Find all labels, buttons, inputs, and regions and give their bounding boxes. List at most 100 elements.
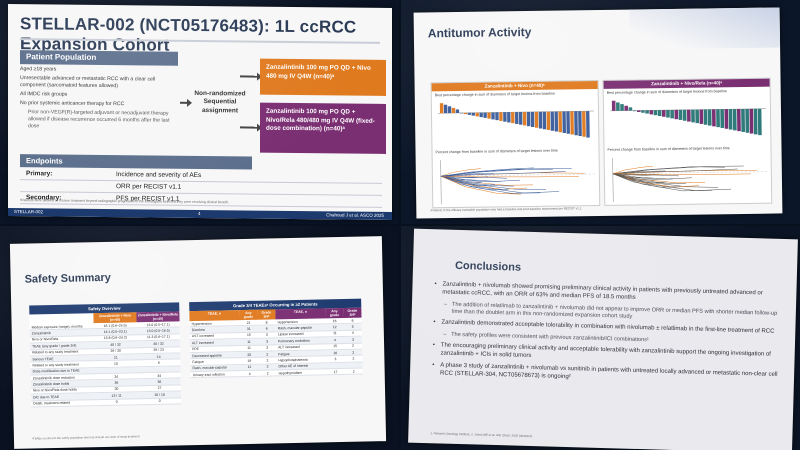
- table-cell: [95, 367, 138, 373]
- spider-line: [440, 167, 534, 177]
- table-cell: 16: [332, 318, 337, 323]
- waterfall-bar: [542, 111, 547, 130]
- spider-line: [612, 165, 653, 175]
- table-cell: 39 / 30: [110, 348, 121, 354]
- table-cell: 15.8 (0.6–24.2): [103, 335, 127, 341]
- spider-line: [440, 175, 528, 190]
- table-cell: 13.0 (0.5–16.5): [146, 328, 170, 334]
- table-cell: 2: [352, 356, 355, 361]
- spider-line: [440, 175, 560, 194]
- slide-antitumor-activity: Antitumor Activity Zanzalintinib + Nivo …: [413, 7, 783, 219]
- table-cell: Fatigue: [278, 351, 290, 356]
- table-cell: 6: [265, 326, 268, 331]
- footer-page: 4: [198, 210, 201, 217]
- waterfall-bar: [624, 105, 629, 111]
- spider-line: [440, 172, 585, 177]
- population-item: Aged ≥18 years: [20, 66, 57, 73]
- photo-conclusions: Conclusions Zanzalintinib + nivolumab sh…: [401, 226, 800, 450]
- waterfall-bar: [661, 110, 666, 117]
- waterfall-bar: [487, 112, 491, 119]
- table-cell: 13.0 (0.5–17.1): [146, 322, 170, 327]
- table-cell: 0: [115, 399, 118, 404]
- waterfall-plot-nivo: [437, 103, 594, 138]
- waterfall-bar: [616, 102, 620, 111]
- waterfall-bar: [455, 109, 460, 113]
- table-cell: 17: [333, 369, 338, 374]
- table-cell: 3: [265, 339, 268, 344]
- waterfall-bar: [641, 110, 645, 113]
- arm-nivo-box: Zanzalintinib 100 mg PO QD + Nivo 480 mg…: [260, 58, 386, 96]
- table-cell: 40 / 32: [110, 342, 121, 347]
- table-cell: 15: [333, 344, 338, 349]
- assignment-label: Non-randomized Sequential assignment: [194, 89, 246, 115]
- primary-value: Incidence and severity of AEs: [116, 171, 202, 180]
- primary-label: Primary:: [26, 170, 53, 178]
- safety-overview-table: Safety Overview Zanzalintinib + Nivo (n=…: [29, 302, 182, 408]
- spider-line: [440, 175, 522, 195]
- waterfall-bar: [657, 110, 662, 116]
- waterfall-bar: [682, 109, 687, 121]
- waterfall-bar: [471, 112, 475, 116]
- table-cell: 2: [352, 343, 355, 348]
- waterfall-plot-nivo-rela: [609, 100, 766, 136]
- endpoints-header: Endpoints: [20, 154, 252, 170]
- table-cell: Fatigue: [192, 359, 204, 365]
- table-cell: Hypothyroidism: [278, 370, 303, 376]
- spider-line: [612, 173, 667, 184]
- spider-line: [612, 168, 738, 175]
- table-cell: [137, 366, 180, 372]
- table-cell: 11: [247, 346, 251, 351]
- table-cell: [344, 362, 362, 368]
- table-cell: Hypertension: [277, 319, 298, 325]
- photo-antitumor-activity: Antitumor Activity Zanzalintinib + Nivo …: [401, 0, 800, 224]
- waterfall-bar: [703, 109, 708, 125]
- arrow-arm1-icon: [240, 75, 258, 78]
- waterfall-bar: [507, 112, 511, 123]
- waterfall-bar: [578, 111, 582, 137]
- teae-subtable-nivo: TEAE, n Any grade Grade 3/4ᵇ Hypertensio…: [189, 309, 277, 379]
- spider-line: [612, 173, 654, 181]
- spider-line: [440, 175, 509, 190]
- table-cell: 11: [247, 365, 252, 370]
- waterfall-bar: [530, 111, 535, 127]
- waterfall-bar: [491, 112, 495, 120]
- table-cell: 11: [333, 331, 337, 336]
- table-cell: 30: [114, 387, 119, 392]
- spider-plot-nivo-rela: [612, 157, 767, 202]
- slide-safety-summary: Safety Summary Safety Overview Zanzalint…: [9, 236, 387, 449]
- table-cell: 34: [157, 373, 162, 378]
- table-body: Median exposure (range), months 16.1 (0.6…: [29, 321, 182, 408]
- table-cell: 12: [332, 325, 337, 330]
- spider-line: [440, 168, 481, 177]
- table-cell: 39 / 23: [153, 347, 164, 353]
- spider-line: [440, 175, 482, 183]
- waterfall-bar: [645, 110, 649, 114]
- table-row: Urinary tract infection 4 2: [190, 370, 277, 379]
- grade34-teae-table: Grade 3/4 TEAEsᵃ Occurring in ≥2 Patient…: [189, 298, 363, 379]
- waterfall-bar: [538, 111, 543, 129]
- table-cell: 14.1 (0.5–23.1): [103, 329, 127, 335]
- waterfall-bar: [483, 112, 487, 118]
- waterfall-bar: [574, 111, 578, 136]
- table-cell: Diarrhea: [191, 327, 205, 333]
- table-cell: 34: [114, 374, 119, 379]
- table-cell: Rash, macular-papular: [277, 325, 313, 331]
- table-cell: Death, treatment-related: [33, 400, 71, 406]
- table-cell: ALT increased: [191, 340, 214, 345]
- table-cell: 2: [266, 352, 269, 357]
- column-header: Grade 3/4ᵇ: [257, 309, 276, 320]
- slide-study-design: STELLAR-002 (NCT05176483): 1L ccRCC Expa…: [8, 3, 392, 221]
- spider-line: [440, 175, 579, 178]
- waterfall-bar: [570, 111, 574, 135]
- waterfall-bar: [636, 110, 641, 112]
- photo-study-design: STELLAR-002 (NCT05176483): 1L ccRCC Expa…: [0, 0, 399, 224]
- waterfall-bar: [586, 111, 590, 138]
- table-cell: 36: [114, 380, 119, 385]
- waterfall-bar: [475, 112, 479, 117]
- waterfall-bar: [691, 109, 695, 123]
- slide-footer-bar: STELLAR-002 4 Chahoud J et al. ASCO 2025: [8, 207, 392, 221]
- population-header: Patient Population: [20, 50, 178, 66]
- waterfall-bar: [670, 109, 674, 119]
- waterfall-bar: [447, 106, 452, 114]
- waterfall-bar: [479, 112, 483, 118]
